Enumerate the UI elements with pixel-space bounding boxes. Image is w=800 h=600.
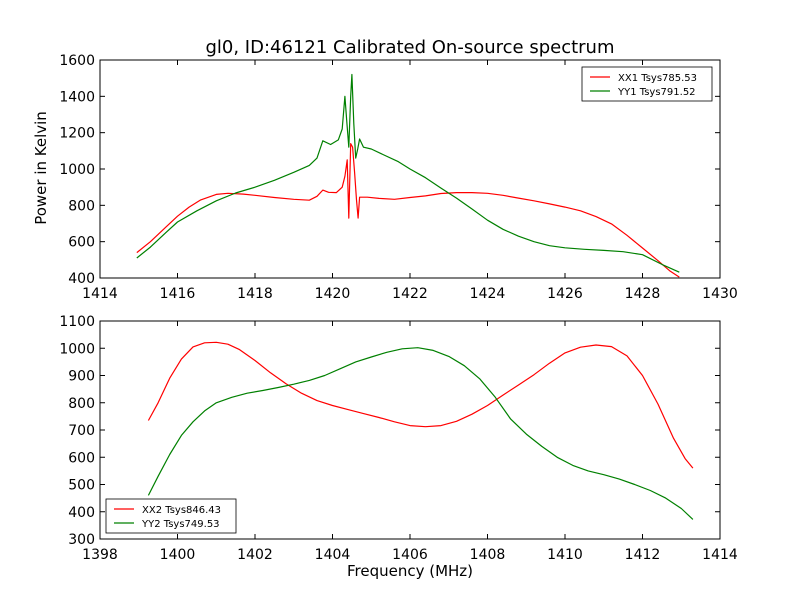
legend-label: XX1 Tsys785.53: [618, 73, 697, 84]
legend: XX1 Tsys785.53 YY1 Tsys791.52: [581, 66, 713, 102]
bottom-chart: 1398 1400 1402 1404 1406 1408 1410 1412 1414 300 4…: [59, 314, 738, 563]
y-tick-label: 400: [68, 271, 95, 287]
y-tick-label: 1200: [59, 126, 95, 142]
x-tick-label: 1428: [625, 286, 661, 302]
x-tick-label: 1418: [237, 286, 273, 302]
legend-box: [105, 498, 237, 534]
x-tick-label: 1424: [470, 286, 506, 302]
y-tick-label: 1400: [59, 89, 95, 105]
y-tick-label: 1000: [59, 341, 95, 357]
legend-box: [581, 66, 713, 102]
x-tick-label: 1406: [392, 547, 428, 563]
x-tick-label: 1408: [470, 547, 506, 563]
series-line-1: [136, 143, 680, 278]
y-tick-label: 800: [68, 396, 95, 412]
x-tick-label: 1398: [82, 547, 118, 563]
chart-title: gl0, ID:46121 Calibrated On-source spect…: [205, 37, 614, 58]
y-tick-label: 800: [68, 198, 95, 214]
legend-label: YY1 Tsys791.52: [617, 87, 696, 98]
series-line-1: [147, 341, 694, 469]
x-tick-label: 1410: [547, 547, 583, 563]
y-tick-label: 500: [68, 478, 95, 494]
legend-label: YY2 Tsys749.53: [141, 519, 220, 530]
x-tick-label: 1416: [160, 286, 196, 302]
x-tick-label: 1426: [547, 286, 583, 302]
x-tick-label: 1414: [82, 286, 118, 302]
top-chart: 1414 1416 1418 1420 1422 1424 1426 1428 1430 400 6…: [59, 53, 737, 302]
x-tick-label: 1420: [315, 286, 351, 302]
y-tick-label: 1600: [59, 53, 95, 69]
x-tick-label: 1400: [160, 547, 196, 563]
x-axis-label: Frequency (MHz): [347, 562, 473, 580]
y-tick-label: 1000: [59, 162, 95, 178]
y-tick-label: 1100: [59, 314, 95, 330]
y-tick-label: 700: [68, 423, 95, 439]
legend-label: XX2 Tsys846.43: [142, 505, 221, 516]
y-tick-label: 400: [68, 505, 95, 521]
x-tick-label: 1404: [315, 547, 351, 563]
legend: XX2 Tsys846.43 YY2 Tsys749.53: [105, 498, 237, 534]
x-tick-label: 1402: [237, 547, 273, 563]
x-tick-label: 1422: [392, 286, 428, 302]
x-tick-label: 1412: [625, 547, 661, 563]
y-tick-label: 900: [68, 369, 95, 385]
x-tick-label: 1430: [702, 286, 738, 302]
series-line-2: [147, 347, 694, 520]
series-line-2: [136, 73, 680, 273]
y-tick-label: 600: [68, 450, 95, 466]
y-axis-label: Power in Kelvin: [32, 111, 50, 225]
x-tick-label: 1414: [702, 547, 738, 563]
y-tick-label: 300: [68, 532, 95, 548]
y-tick-label: 600: [68, 235, 95, 251]
